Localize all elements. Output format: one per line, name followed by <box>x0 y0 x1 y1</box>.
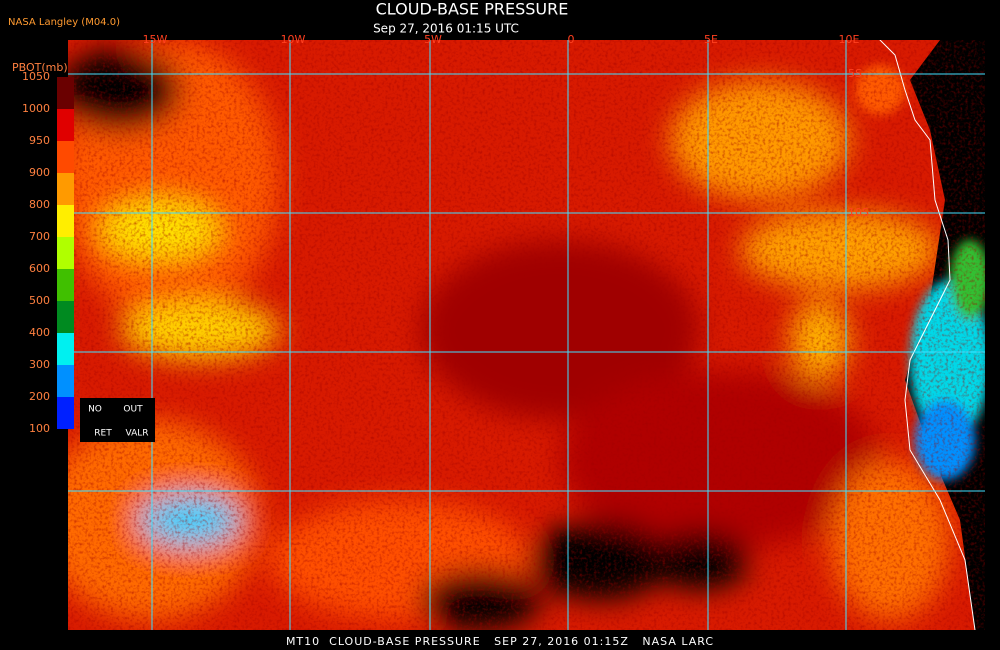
graticule <box>68 40 985 630</box>
legend-swatch <box>57 141 74 173</box>
legend-swatch <box>57 205 74 237</box>
legend-label: 100 <box>29 422 50 435</box>
legend-swatch <box>57 237 74 269</box>
legend-swatch <box>57 77 74 109</box>
legend-label: 900 <box>29 166 50 179</box>
longitude-label: 10W <box>281 33 306 46</box>
legend-label: 300 <box>29 358 50 371</box>
longitude-label: 10E <box>839 33 860 46</box>
title: CLOUD-BASE PRESSURE <box>376 0 569 19</box>
footer: MT10 CLOUD-BASE PRESSURE SEP 27, 2016 01… <box>286 635 714 648</box>
legend-swatch <box>57 333 74 365</box>
no-data-label: NO <box>88 405 102 415</box>
source-label: NASA Langley (M04.0) <box>8 17 120 28</box>
no-data-label: RET <box>94 429 112 439</box>
longitude-label: 0 <box>568 33 575 46</box>
legend-label: 400 <box>29 326 50 339</box>
cloud-field <box>68 40 985 630</box>
legend-label: 500 <box>29 294 50 307</box>
legend-swatch <box>57 173 74 205</box>
no-data-box <box>80 398 155 442</box>
legend-label: 700 <box>29 230 50 243</box>
legend-label: 800 <box>29 198 50 211</box>
legend-label: 600 <box>29 262 50 275</box>
longitude-label: 5E <box>704 33 718 46</box>
subtitle: Sep 27, 2016 01:15 UTC <box>373 22 519 36</box>
legend-label: 1050 <box>22 70 50 83</box>
legend-label: 950 <box>29 134 50 147</box>
legend-label: 200 <box>29 390 50 403</box>
legend-label: 1000 <box>22 102 50 115</box>
legend-title: PBOT(mb) <box>12 61 68 74</box>
legend-swatch <box>57 109 74 141</box>
no-data-label: VALR <box>125 429 148 439</box>
no-data-label: OUT <box>123 405 143 415</box>
longitude-label: 15W <box>143 33 168 46</box>
longitude-label: 5W <box>424 33 442 46</box>
legend-swatch <box>57 269 74 301</box>
latitude-label: 5S <box>848 67 862 80</box>
legend-swatch <box>57 301 74 333</box>
latitude-label: 10S <box>848 206 869 219</box>
legend-swatch <box>57 365 74 397</box>
legend-swatch <box>57 397 74 429</box>
